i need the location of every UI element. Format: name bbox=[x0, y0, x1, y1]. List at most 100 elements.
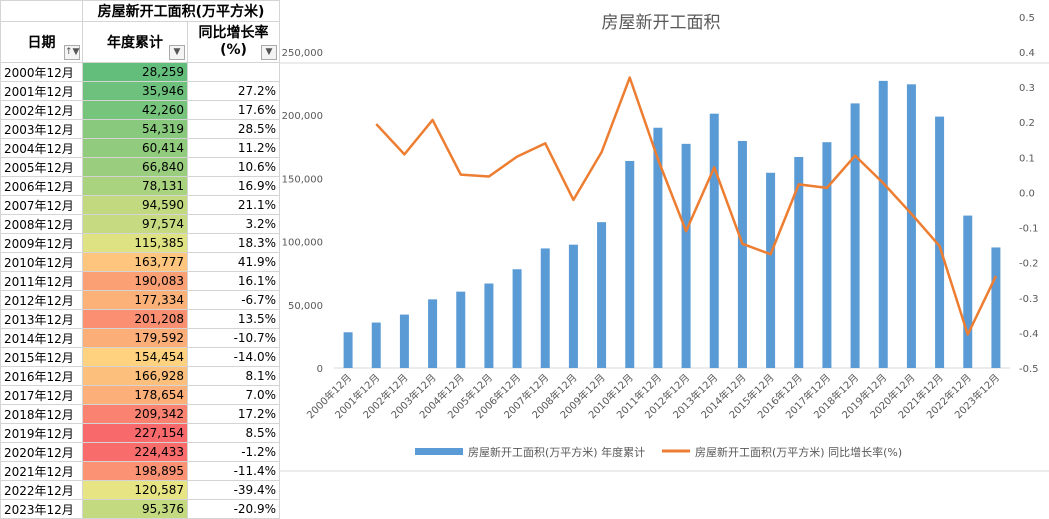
bar[interactable] bbox=[625, 160, 635, 368]
growth-cell[interactable]: -39.4% bbox=[186, 480, 281, 500]
date-cell[interactable]: 2010年12月 bbox=[0, 252, 83, 272]
bar[interactable] bbox=[540, 248, 550, 368]
total-cell[interactable]: 54,319 bbox=[82, 119, 188, 139]
total-cell[interactable]: 163,777 bbox=[82, 252, 188, 272]
total-cell[interactable]: 201,208 bbox=[82, 309, 188, 329]
total-cell[interactable]: 209,342 bbox=[82, 404, 188, 424]
date-cell[interactable]: 2007年12月 bbox=[0, 195, 83, 215]
total-cell[interactable]: 97,574 bbox=[82, 214, 188, 234]
bar[interactable] bbox=[484, 283, 494, 368]
growth-cell[interactable]: -14.0% bbox=[186, 347, 281, 367]
total-cell[interactable]: 198,895 bbox=[82, 461, 188, 481]
bar[interactable] bbox=[766, 172, 776, 368]
date-cell[interactable]: 2002年12月 bbox=[0, 100, 83, 120]
growth-cell[interactable]: 18.3% bbox=[186, 233, 281, 253]
date-cell[interactable]: 2020年12月 bbox=[0, 442, 83, 462]
total-cell[interactable]: 66,840 bbox=[82, 157, 188, 177]
date-cell[interactable]: 2018年12月 bbox=[0, 404, 83, 424]
total-cell[interactable]: 78,131 bbox=[82, 176, 188, 196]
bar[interactable] bbox=[512, 269, 522, 368]
growth-cell[interactable]: 17.6% bbox=[186, 100, 281, 120]
bar[interactable] bbox=[681, 143, 691, 368]
sort-filter-icon[interactable]: ↑▼ bbox=[64, 45, 80, 60]
dropdown-filter-icon[interactable]: ▼ bbox=[169, 45, 185, 60]
growth-line[interactable] bbox=[375, 76, 998, 336]
date-cell[interactable]: 2004年12月 bbox=[0, 138, 83, 158]
total-cell[interactable]: 166,928 bbox=[82, 366, 188, 386]
date-cell[interactable]: 2017年12月 bbox=[0, 385, 83, 405]
total-cell[interactable]: 28,259 bbox=[82, 62, 188, 82]
growth-cell[interactable] bbox=[186, 62, 281, 82]
date-cell[interactable]: 2006年12月 bbox=[0, 176, 83, 196]
date-cell[interactable]: 2023年12月 bbox=[0, 499, 83, 519]
total-cell[interactable]: 178,654 bbox=[82, 385, 188, 405]
bar[interactable] bbox=[568, 244, 578, 368]
date-cell[interactable]: 2022年12月 bbox=[0, 480, 83, 500]
growth-cell[interactable]: -20.9% bbox=[186, 499, 281, 519]
total-cell[interactable]: 35,946 bbox=[82, 81, 188, 101]
total-cell[interactable]: 42,260 bbox=[82, 100, 188, 120]
growth-cell[interactable]: 13.5% bbox=[186, 309, 281, 329]
date-cell[interactable]: 2003年12月 bbox=[0, 119, 83, 139]
date-cell[interactable]: 2009年12月 bbox=[0, 233, 83, 253]
total-cell[interactable]: 115,385 bbox=[82, 233, 188, 253]
total-cell[interactable]: 95,376 bbox=[82, 499, 188, 519]
growth-cell[interactable]: 16.9% bbox=[186, 176, 281, 196]
total-cell[interactable]: 227,154 bbox=[82, 423, 188, 443]
dropdown-filter-icon[interactable]: ▼ bbox=[261, 45, 278, 60]
date-cell[interactable]: 2019年12月 bbox=[0, 423, 83, 443]
date-cell[interactable]: 2000年12月 bbox=[0, 62, 83, 82]
bar[interactable] bbox=[850, 103, 860, 368]
date-cell[interactable]: 2005年12月 bbox=[0, 157, 83, 177]
bar[interactable] bbox=[878, 80, 888, 368]
date-cell[interactable]: 2001年12月 bbox=[0, 81, 83, 101]
bar[interactable] bbox=[709, 113, 719, 368]
date-cell[interactable]: 2015年12月 bbox=[0, 347, 83, 367]
growth-cell[interactable]: -1.2% bbox=[186, 442, 281, 462]
bar[interactable] bbox=[822, 142, 832, 368]
growth-cell[interactable]: 17.2% bbox=[186, 404, 281, 424]
bar[interactable] bbox=[597, 222, 607, 368]
growth-cell[interactable]: 3.2% bbox=[186, 214, 281, 234]
total-cell[interactable]: 179,592 bbox=[82, 328, 188, 348]
bar[interactable] bbox=[906, 84, 916, 369]
bar[interactable] bbox=[935, 116, 945, 369]
growth-cell[interactable]: 11.2% bbox=[186, 138, 281, 158]
growth-cell[interactable]: -10.7% bbox=[186, 328, 281, 348]
date-cell[interactable]: 2014年12月 bbox=[0, 328, 83, 348]
growth-cell[interactable]: 7.0% bbox=[186, 385, 281, 405]
bar[interactable] bbox=[991, 247, 1001, 368]
total-cell[interactable]: 120,587 bbox=[82, 480, 188, 500]
date-cell[interactable]: 2016年12月 bbox=[0, 366, 83, 386]
combo-chart[interactable]: 房屋新开工面积 0 50,000 100,000 150,000 200,000 250,0… bbox=[279, 0, 1049, 475]
growth-cell[interactable]: 21.1% bbox=[186, 195, 281, 215]
growth-cell[interactable]: 41.9% bbox=[186, 252, 281, 272]
date-cell[interactable]: 2008年12月 bbox=[0, 214, 83, 234]
growth-cell[interactable]: 16.1% bbox=[186, 271, 281, 291]
growth-cell[interactable]: 10.6% bbox=[186, 157, 281, 177]
growth-cell[interactable]: 8.1% bbox=[186, 366, 281, 386]
total-cell[interactable]: 154,454 bbox=[82, 347, 188, 367]
total-cell[interactable]: 60,414 bbox=[82, 138, 188, 158]
date-cell[interactable]: 2021年12月 bbox=[0, 461, 83, 481]
bar[interactable] bbox=[456, 291, 466, 368]
total-cell[interactable]: 224,433 bbox=[82, 442, 188, 462]
bar[interactable] bbox=[653, 127, 663, 369]
total-cell[interactable]: 190,083 bbox=[82, 271, 188, 291]
total-cell[interactable]: 177,334 bbox=[82, 290, 188, 310]
growth-cell[interactable]: 8.5% bbox=[186, 423, 281, 443]
date-cell[interactable]: 2011年12月 bbox=[0, 271, 83, 291]
date-cell[interactable]: 2012年12月 bbox=[0, 290, 83, 310]
date-cell[interactable]: 2013年12月 bbox=[0, 309, 83, 329]
total-cell[interactable]: 94,590 bbox=[82, 195, 188, 215]
growth-cell[interactable]: -11.4% bbox=[186, 461, 281, 481]
bar[interactable] bbox=[428, 299, 438, 368]
growth-cell[interactable]: 28.5% bbox=[186, 119, 281, 139]
bar[interactable] bbox=[371, 322, 381, 368]
growth-cell[interactable]: -6.7% bbox=[186, 290, 281, 310]
bar[interactable] bbox=[737, 140, 747, 368]
bar[interactable] bbox=[794, 157, 804, 368]
growth-cell[interactable]: 27.2% bbox=[186, 81, 281, 101]
bar[interactable] bbox=[343, 332, 353, 368]
bar[interactable] bbox=[399, 314, 409, 368]
